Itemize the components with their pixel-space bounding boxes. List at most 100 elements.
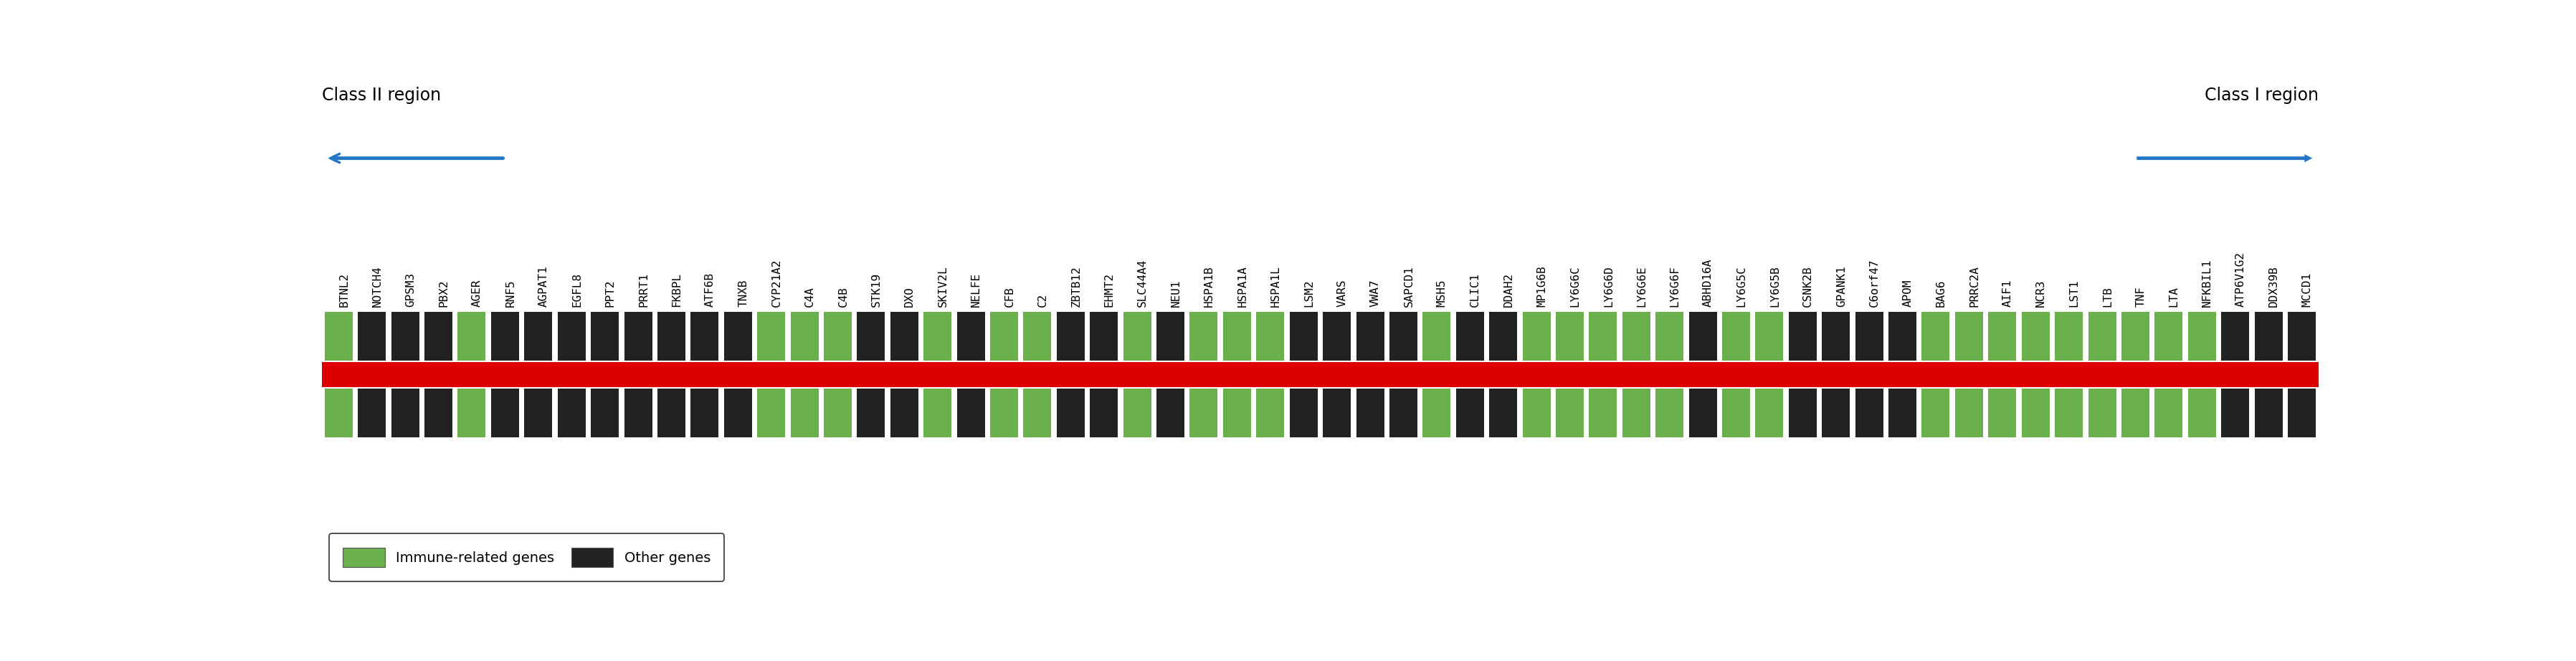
Text: PPT2: PPT2 [605, 279, 616, 307]
Bar [1623, 312, 1651, 360]
Text: SAPCD1: SAPCD1 [1404, 266, 1414, 307]
Bar [492, 312, 518, 360]
Bar [392, 389, 420, 437]
Text: DDX39B: DDX39B [2269, 266, 2280, 307]
Text: Class I region: Class I region [2205, 87, 2318, 104]
Bar [891, 389, 917, 437]
Bar [2287, 389, 2316, 437]
Text: DDAH2: DDAH2 [1504, 272, 1515, 307]
Text: VARS: VARS [1337, 279, 1347, 307]
Bar [1955, 389, 1984, 437]
Text: C4A: C4A [804, 286, 814, 307]
Bar [1224, 389, 1252, 437]
Bar [2154, 389, 2182, 437]
Bar [1955, 312, 1984, 360]
Bar [757, 312, 786, 360]
Bar [392, 312, 420, 360]
Bar [1821, 312, 1850, 360]
Bar [1157, 389, 1185, 437]
Bar [2022, 389, 2050, 437]
Text: SKIV2L: SKIV2L [938, 266, 948, 307]
Bar [2221, 312, 2249, 360]
Bar [1922, 389, 1950, 437]
Bar [2187, 389, 2215, 437]
Bar [956, 312, 984, 360]
Bar [956, 389, 984, 437]
Bar [1123, 312, 1151, 360]
Bar [824, 389, 853, 437]
Text: CSNK2B: CSNK2B [1803, 266, 1814, 307]
Text: MCCD1: MCCD1 [2303, 272, 2313, 307]
Bar [690, 312, 719, 360]
Bar [1656, 312, 1685, 360]
Bar [2254, 389, 2282, 437]
Bar [858, 312, 886, 360]
Bar [989, 389, 1018, 437]
Bar [1821, 389, 1850, 437]
Text: LY6G6F: LY6G6F [1669, 266, 1680, 307]
Bar [2187, 312, 2215, 360]
Bar [1690, 312, 1716, 360]
Bar [526, 312, 551, 360]
Bar [1788, 389, 1816, 437]
Bar [1989, 389, 2017, 437]
Bar [459, 389, 487, 437]
Bar [1123, 389, 1151, 437]
Bar [492, 389, 518, 437]
Bar [1190, 312, 1218, 360]
Bar [1623, 389, 1651, 437]
Text: APOM: APOM [1904, 279, 1914, 307]
Bar [1754, 389, 1783, 437]
Bar [757, 389, 786, 437]
Bar [824, 312, 853, 360]
Bar [858, 389, 886, 437]
Bar [325, 312, 353, 360]
Text: RNF5: RNF5 [505, 279, 515, 307]
Bar [1589, 312, 1618, 360]
Bar [2221, 389, 2249, 437]
Text: CYP21A2: CYP21A2 [770, 258, 783, 307]
Bar [2089, 389, 2115, 437]
Text: PRRC2A: PRRC2A [1968, 266, 1981, 307]
Bar [1324, 312, 1350, 360]
Bar [425, 312, 453, 360]
Bar [1291, 312, 1316, 360]
Text: ZBTB12: ZBTB12 [1072, 266, 1082, 307]
Bar [2154, 312, 2182, 360]
Text: C2: C2 [1038, 293, 1048, 307]
Text: LTA: LTA [2169, 286, 2179, 307]
Text: C4B: C4B [837, 286, 848, 307]
Text: EHMT2: EHMT2 [1105, 272, 1115, 307]
Text: AIF1: AIF1 [2002, 279, 2012, 307]
Bar [1888, 312, 1917, 360]
Bar [1656, 389, 1685, 437]
Legend: Immune-related genes, Other genes: Immune-related genes, Other genes [330, 533, 724, 581]
Bar [1388, 389, 1417, 437]
Bar [1690, 389, 1716, 437]
Bar [1888, 389, 1917, 437]
Text: DXO: DXO [904, 286, 914, 307]
Text: AGER: AGER [471, 279, 482, 307]
Bar [2056, 312, 2084, 360]
Text: NFKBIL1: NFKBIL1 [2202, 258, 2213, 307]
Bar [724, 389, 752, 437]
Bar [1388, 312, 1417, 360]
Bar [325, 389, 353, 437]
Bar [1023, 312, 1051, 360]
Text: LSM2: LSM2 [1303, 279, 1314, 307]
Bar [724, 312, 752, 360]
Bar [1324, 389, 1350, 437]
Bar [1023, 389, 1051, 437]
Text: NEU1: NEU1 [1170, 279, 1182, 307]
Bar [1855, 389, 1883, 437]
Bar [925, 312, 951, 360]
Text: ABHD16A: ABHD16A [1703, 258, 1713, 307]
Text: Class II region: Class II region [322, 87, 440, 104]
Text: LY6G6D: LY6G6D [1602, 266, 1613, 307]
Bar [1723, 312, 1749, 360]
Bar [891, 312, 917, 360]
Bar [1422, 389, 1450, 437]
Bar [526, 389, 551, 437]
Bar [989, 312, 1018, 360]
Text: FKBPL: FKBPL [672, 272, 683, 307]
